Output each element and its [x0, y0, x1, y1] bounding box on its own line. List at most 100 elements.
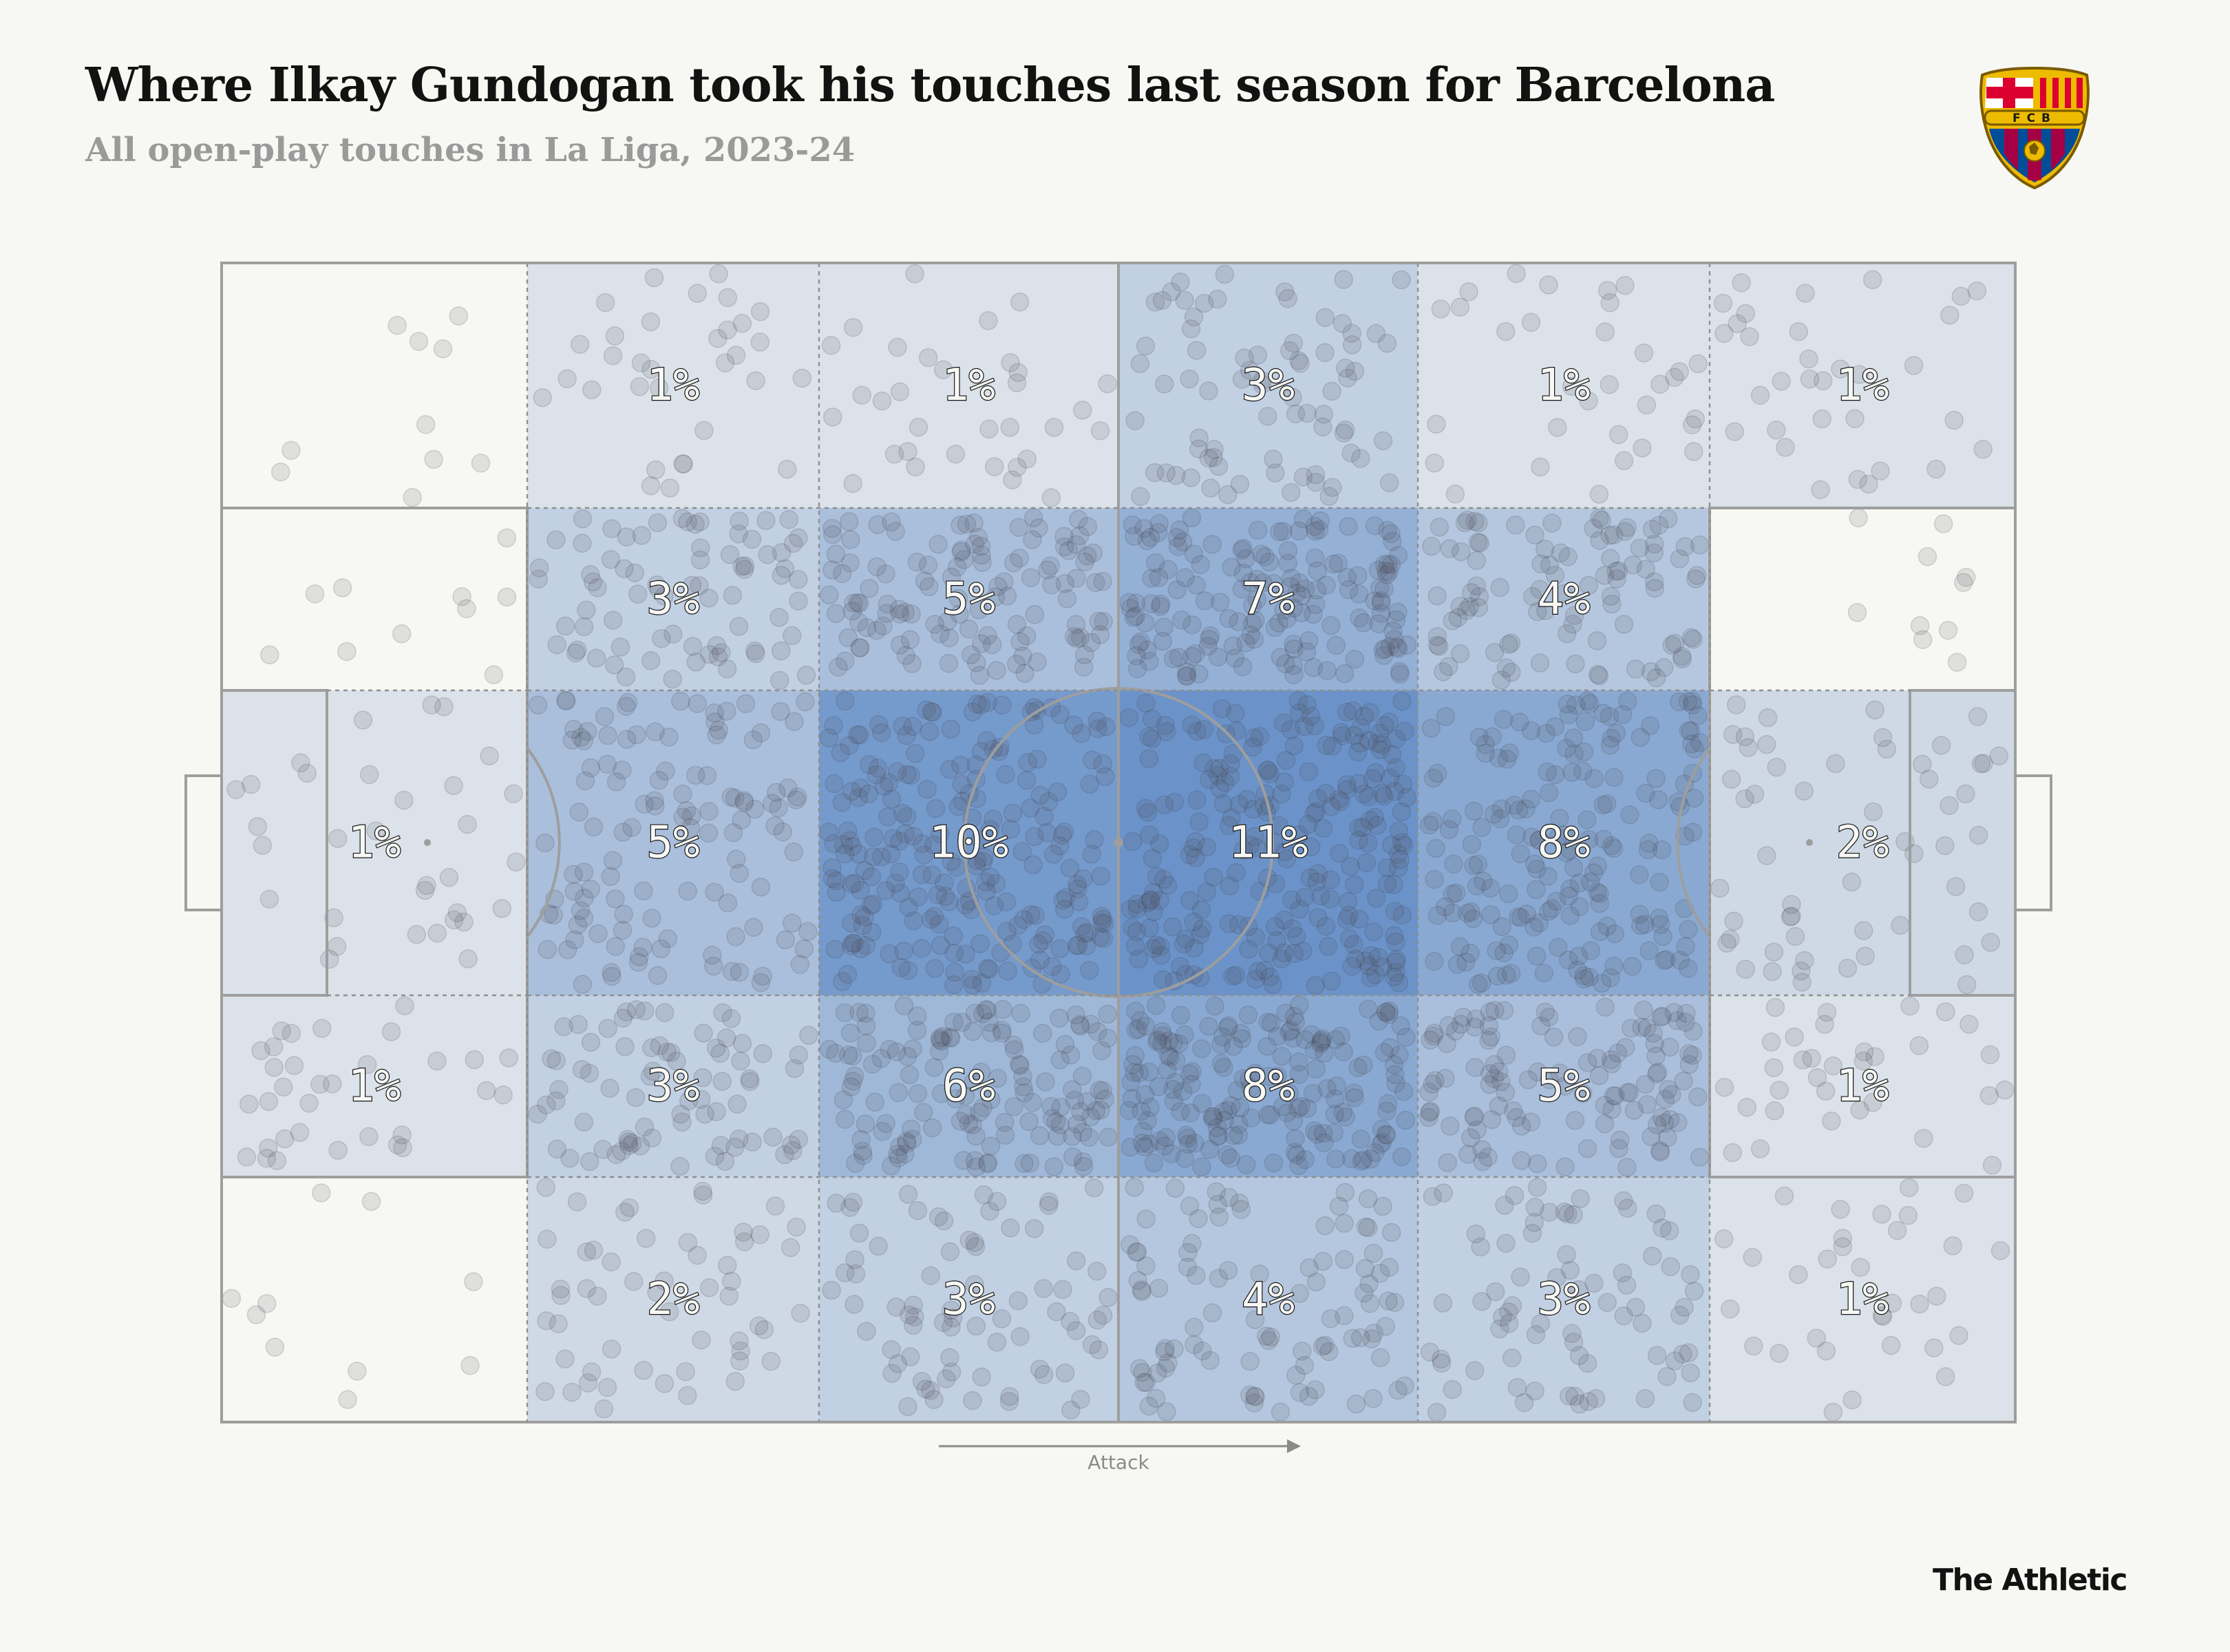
touch-dot — [934, 1211, 954, 1231]
touch-dot — [1968, 902, 1988, 922]
touch-dot — [1313, 818, 1333, 838]
touch-dot — [1324, 554, 1344, 574]
heatmap-cell — [819, 995, 1118, 1177]
touch-dot — [1271, 648, 1291, 667]
touch-dot — [574, 908, 594, 928]
touch-dot — [1182, 615, 1202, 635]
touch-dot — [948, 589, 968, 608]
touch-dot — [1140, 890, 1160, 910]
touch-dot — [1589, 1066, 1609, 1086]
heatmap-cell — [1118, 995, 1418, 1177]
touch-dot — [1315, 1216, 1335, 1236]
touch-dot — [1397, 788, 1416, 807]
touch-dot — [871, 723, 891, 742]
touch-dot — [1564, 1333, 1584, 1352]
touch-dot — [915, 571, 935, 591]
touch-dot — [1584, 863, 1604, 882]
touch-dot — [1604, 956, 1624, 976]
touch-dot — [900, 1065, 920, 1085]
touch-dot — [895, 1144, 915, 1164]
touch-dot — [979, 419, 999, 439]
touch-dot — [822, 525, 842, 544]
touch-dot — [392, 1125, 412, 1145]
touch-dot — [796, 692, 815, 712]
touch-dot — [580, 1152, 599, 1172]
touch-dot — [734, 560, 754, 579]
touch-dot — [1247, 569, 1267, 589]
touch-dot — [887, 762, 907, 781]
touch-dot — [982, 635, 1002, 655]
touch-dot — [836, 691, 855, 711]
touch-dot — [1311, 886, 1330, 906]
touch-dot — [1374, 555, 1394, 574]
touch-dot — [1684, 442, 1703, 461]
touch-dot — [1379, 712, 1399, 732]
touch-dot — [1555, 1157, 1575, 1176]
touch-dot — [673, 784, 692, 804]
touch-dot — [1033, 931, 1052, 951]
touch-dot — [1041, 488, 1061, 507]
touch-dot — [729, 524, 748, 544]
heatmap-cell — [1118, 690, 1418, 995]
touch-dot — [1534, 964, 1554, 983]
touch-dot — [1584, 769, 1604, 788]
touch-dot — [1914, 1129, 1933, 1148]
touch-dot — [1562, 763, 1582, 782]
touch-dot — [601, 867, 620, 887]
touch-dot — [1681, 628, 1701, 647]
touch-dot — [1384, 875, 1403, 895]
touch-dot — [1758, 708, 1778, 728]
touch-dot — [1332, 314, 1352, 333]
touch-dot — [1145, 293, 1165, 312]
touch-dot — [328, 829, 348, 848]
touch-dot — [1467, 576, 1487, 595]
touch-dot — [1200, 629, 1219, 649]
heatmap-cell — [527, 995, 819, 1177]
touch-dot — [977, 731, 997, 751]
zone-percentage-label: 1% — [1537, 360, 1590, 411]
touch-dot — [920, 722, 939, 741]
touch-dot — [1308, 789, 1328, 808]
touch-dot — [961, 645, 981, 665]
touch-dot — [1098, 1288, 1118, 1307]
touch-dot — [1156, 722, 1176, 741]
touch-dot — [1655, 1090, 1675, 1110]
touch-dot — [767, 783, 786, 802]
touch-dot — [1124, 527, 1144, 546]
touch-dot — [602, 1252, 621, 1272]
touch-dot — [1233, 657, 1253, 677]
touch-dot — [629, 947, 649, 966]
touch-dot — [1306, 465, 1326, 485]
touch-dot — [1737, 1097, 1757, 1117]
touch-dot — [963, 1390, 982, 1410]
touch-dot — [1309, 520, 1329, 540]
touch-dot — [1230, 474, 1250, 494]
touch-dot — [1450, 644, 1470, 664]
touch-dot — [736, 694, 756, 714]
touch-dot — [1119, 593, 1138, 613]
touch-dot — [617, 527, 637, 547]
touch-dot — [1549, 828, 1568, 847]
touch-dot — [1000, 1386, 1019, 1406]
touch-dot — [912, 939, 931, 958]
touch-dot — [222, 1289, 242, 1309]
touch-dot — [1236, 633, 1255, 653]
touch-dot — [902, 604, 921, 624]
touch-dot — [740, 1069, 760, 1089]
touch-dot — [1284, 665, 1304, 684]
touch-dot — [1455, 513, 1475, 533]
touch-dot — [1349, 830, 1368, 850]
touch-dot — [674, 454, 693, 474]
touch-dot — [643, 1061, 663, 1081]
touch-dot — [1392, 905, 1412, 925]
touch-dot — [1084, 1178, 1104, 1198]
touch-dot — [1649, 516, 1669, 535]
touch-dot — [1568, 1027, 1587, 1046]
heatmap-cell — [222, 1177, 527, 1422]
touch-dot — [925, 959, 945, 978]
touch-dot — [1195, 591, 1215, 611]
touch-dot — [703, 956, 723, 976]
touch-dot — [956, 944, 975, 964]
touch-dot — [1030, 1359, 1050, 1379]
